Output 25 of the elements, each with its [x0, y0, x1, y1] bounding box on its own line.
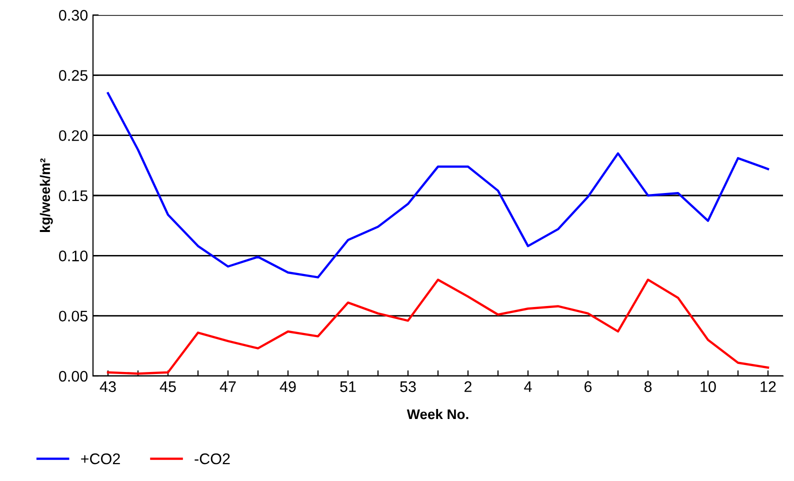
y-tick-label: 0.25 — [59, 70, 88, 81]
x-tick-label: 51 — [340, 381, 356, 392]
x-tick-label: 47 — [220, 381, 236, 392]
line-series — [106, 278, 770, 375]
x-tick-label: 45 — [160, 381, 176, 392]
line-series — [106, 92, 770, 278]
x-tick-label: 8 — [644, 381, 652, 392]
y-tick-label: 0.05 — [59, 310, 88, 322]
y-axis-title: kg/week/m² — [40, 158, 53, 232]
legend-label: -CO2 — [194, 453, 230, 464]
y-tick-label: 0.15 — [59, 190, 88, 202]
x-tick-label: 49 — [280, 381, 296, 392]
x-tick-label: 53 — [400, 381, 416, 392]
y-tick-label: 0.10 — [59, 250, 88, 262]
y-tick-label: 0.00 — [59, 370, 88, 382]
x-tick-label: 12 — [760, 381, 776, 392]
y-tick-label: 0.30 — [59, 10, 88, 21]
x-tick-label: 6 — [584, 381, 592, 392]
x-tick-label: 43 — [100, 381, 116, 392]
x-axis-title: Week No. — [406, 408, 468, 420]
y-tick-label: 0.20 — [59, 130, 88, 142]
x-tick-label: 2 — [464, 381, 472, 392]
x-tick-label: 4 — [524, 381, 532, 392]
legend-label: +CO2 — [81, 453, 120, 464]
x-tick-label: 10 — [700, 381, 716, 392]
